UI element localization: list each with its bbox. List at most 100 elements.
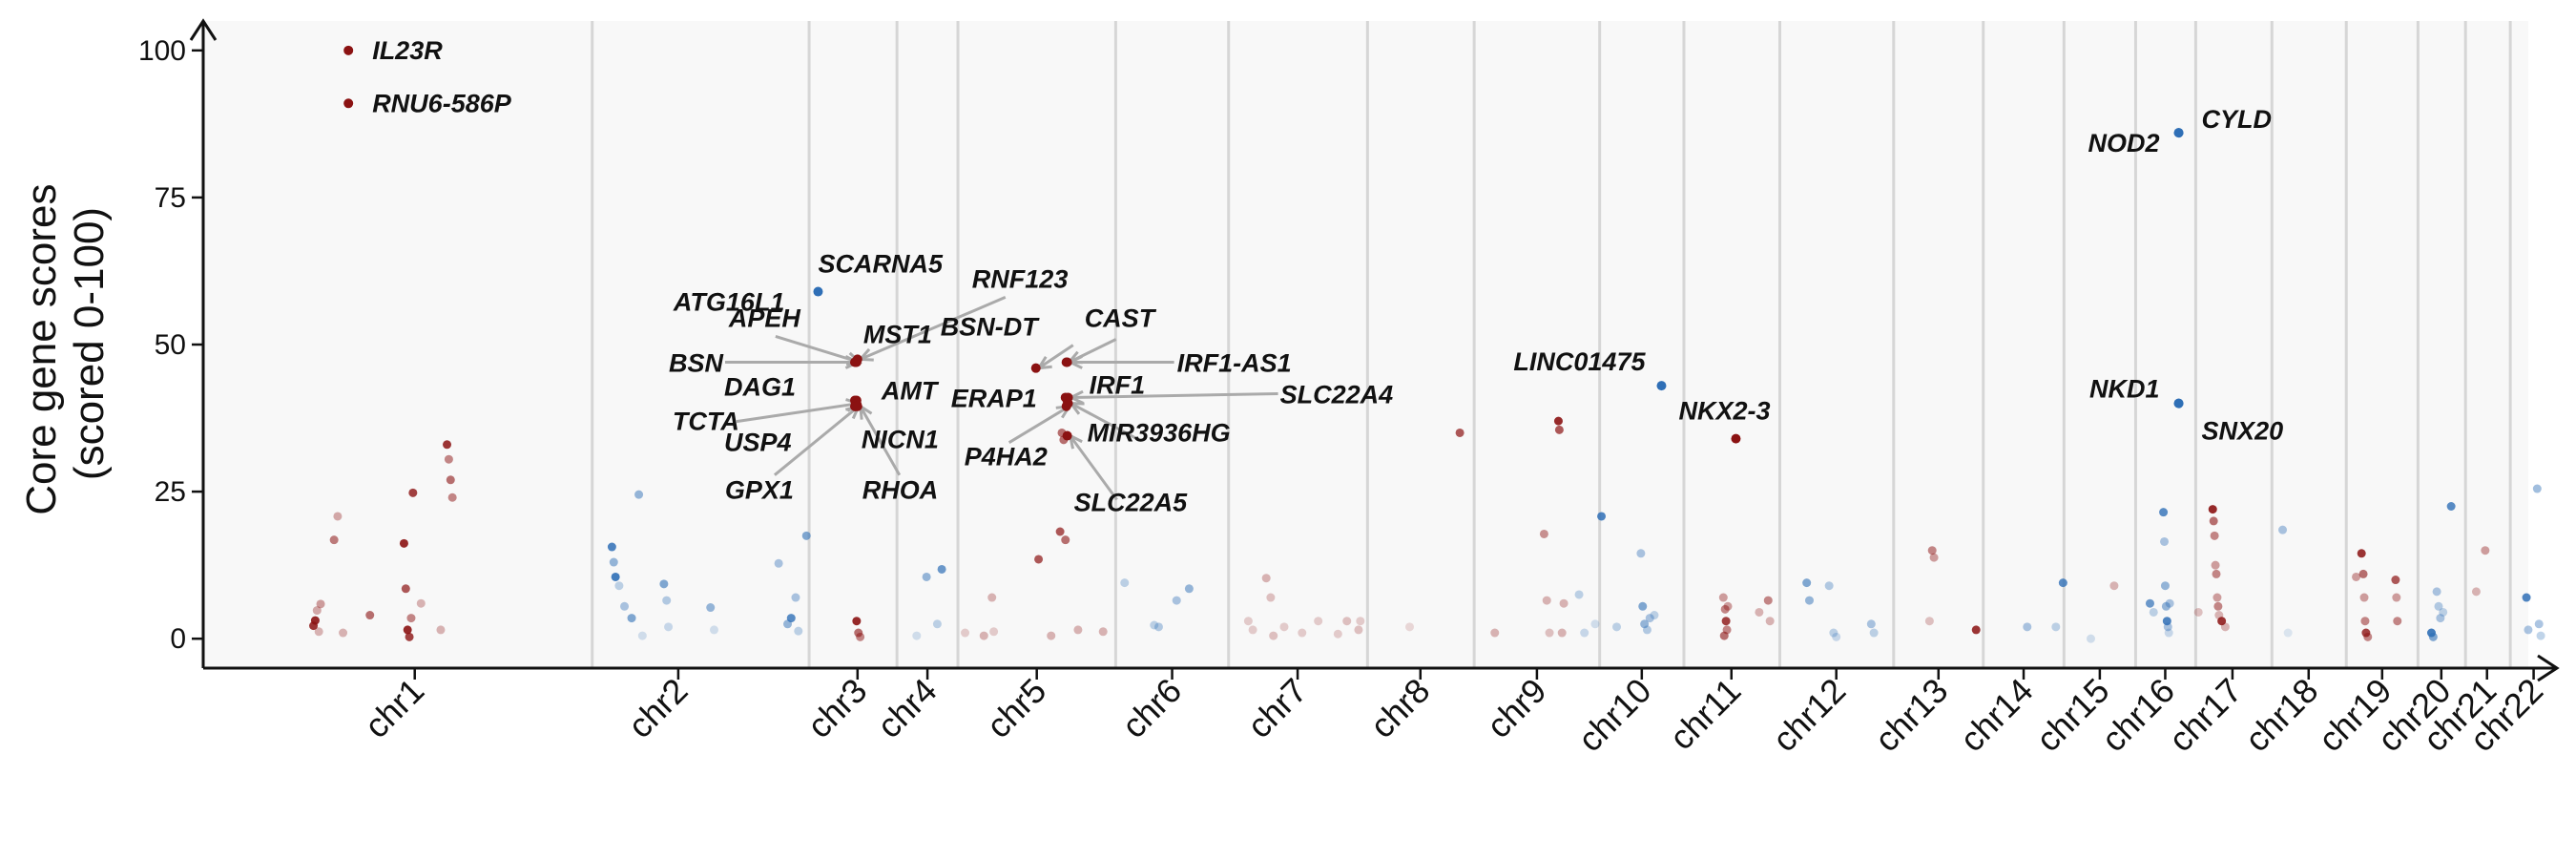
background-point bbox=[2359, 593, 2369, 602]
background-point bbox=[1554, 425, 1564, 434]
background-point bbox=[2360, 617, 2370, 626]
background-point bbox=[2522, 593, 2531, 602]
background-point bbox=[937, 564, 946, 574]
background-point bbox=[1597, 512, 1607, 521]
background-point bbox=[1120, 578, 1130, 588]
gene-label-rnu6-586p: RNU6-586P bbox=[372, 89, 512, 117]
background-point bbox=[1490, 628, 1500, 638]
background-point bbox=[2536, 631, 2545, 640]
background-point bbox=[2392, 593, 2401, 602]
background-point bbox=[2446, 502, 2456, 511]
chromosome-separators bbox=[591, 21, 2512, 668]
point-scarna5 bbox=[813, 286, 823, 297]
gene-label-mir3936hg: MIR3936HG bbox=[1088, 419, 1231, 448]
background-point bbox=[2058, 578, 2067, 588]
background-point bbox=[912, 631, 922, 640]
background-point bbox=[2357, 549, 2366, 558]
y-tick-label: 75 bbox=[155, 182, 186, 214]
gene-label-linc01475: LINC01475 bbox=[1513, 347, 1646, 376]
gene-label-amt: AMT bbox=[881, 377, 940, 406]
point-rhoa bbox=[852, 401, 862, 411]
background-point bbox=[436, 625, 446, 635]
gene-label-p4ha2: P4HA2 bbox=[965, 443, 1048, 471]
background-point bbox=[310, 616, 320, 625]
background-point bbox=[316, 599, 325, 609]
gene-label-cyld: CYLD bbox=[2202, 105, 2273, 134]
leader-line-tcta bbox=[736, 402, 860, 424]
x-tick-label-chr3: chr3 bbox=[800, 671, 875, 746]
background-point bbox=[706, 603, 716, 613]
background-point bbox=[1927, 546, 1937, 555]
x-tick-label-chr18: chr18 bbox=[2237, 671, 2326, 760]
background-point bbox=[1553, 416, 1563, 426]
background-point bbox=[922, 572, 931, 581]
background-point bbox=[2393, 617, 2402, 626]
leader-line-gpx1 bbox=[773, 405, 860, 476]
background-point bbox=[611, 572, 620, 581]
gene-label-bsn-dt: BSN-DT bbox=[941, 313, 1040, 342]
background-point bbox=[1869, 628, 1879, 638]
background-point bbox=[339, 628, 348, 638]
highlighted-points bbox=[343, 45, 2184, 444]
point-mir3936hg bbox=[1063, 398, 1073, 409]
x-tick-label-chr1: chr1 bbox=[357, 671, 432, 746]
x-tick-label-chr16: chr16 bbox=[2093, 671, 2182, 760]
background-point bbox=[1184, 584, 1194, 594]
background-point bbox=[856, 632, 865, 641]
leader-line-rhoa bbox=[859, 405, 902, 476]
background-point bbox=[2436, 614, 2445, 623]
background-point bbox=[314, 627, 323, 637]
background-point bbox=[1034, 555, 1044, 564]
background-point bbox=[791, 593, 800, 602]
background-point bbox=[447, 492, 457, 502]
background-point bbox=[1342, 617, 1352, 626]
background-point bbox=[1266, 593, 1276, 602]
x-tick-label-chr15: chr15 bbox=[2028, 671, 2117, 760]
background-point bbox=[1929, 553, 1939, 562]
leader-line-rnf123 bbox=[860, 296, 1007, 361]
background-point bbox=[1720, 604, 1730, 614]
gene-label-slc22a5: SLC22A5 bbox=[1074, 489, 1189, 517]
background-point bbox=[2471, 587, 2481, 597]
x-tick-label-chr8: chr8 bbox=[1362, 671, 1438, 746]
x-tick-label-chr4: chr4 bbox=[869, 671, 945, 746]
background-point bbox=[2145, 598, 2154, 608]
background-point bbox=[1279, 622, 1289, 632]
background-point bbox=[1269, 631, 1278, 640]
background-point bbox=[2212, 593, 2222, 602]
background-point bbox=[2363, 632, 2373, 641]
gene-label-tcta: TCTA bbox=[673, 408, 739, 436]
gene-label-il23r: IL23R bbox=[372, 36, 443, 65]
background-point bbox=[329, 535, 339, 545]
gene-label-slc22a4: SLC22A4 bbox=[1280, 380, 1394, 409]
point-slc22a5 bbox=[1062, 430, 1072, 441]
background-point bbox=[1055, 527, 1065, 536]
background-point bbox=[408, 488, 418, 497]
background-point bbox=[2391, 576, 2400, 585]
background-point bbox=[2149, 607, 2158, 617]
background-point bbox=[2165, 598, 2174, 608]
point-il23r bbox=[343, 45, 354, 55]
background-point bbox=[2051, 622, 2061, 632]
y-axis-arrow-icon bbox=[189, 18, 218, 41]
background-point bbox=[2160, 581, 2170, 591]
background-point bbox=[801, 531, 811, 540]
background-point bbox=[1150, 620, 1159, 630]
gene-label-nicn1: NICN1 bbox=[862, 426, 939, 454]
background-point bbox=[2534, 619, 2544, 629]
background-point bbox=[1718, 593, 1728, 602]
background-point bbox=[1924, 617, 1934, 626]
y-tick-label: 0 bbox=[170, 623, 186, 655]
background-point bbox=[444, 454, 453, 464]
background-point bbox=[2164, 628, 2173, 638]
point-rnu6-586p bbox=[343, 98, 354, 109]
background-point bbox=[2208, 505, 2217, 514]
background-point bbox=[1612, 622, 1622, 632]
background-point bbox=[2193, 607, 2203, 617]
background-point bbox=[614, 581, 624, 591]
point-snx20 bbox=[2173, 398, 2184, 409]
gene-label-atg16l1: ATG16L1 bbox=[673, 288, 785, 317]
background-point bbox=[774, 558, 783, 568]
gene-label-gpx1: GPX1 bbox=[725, 476, 794, 505]
